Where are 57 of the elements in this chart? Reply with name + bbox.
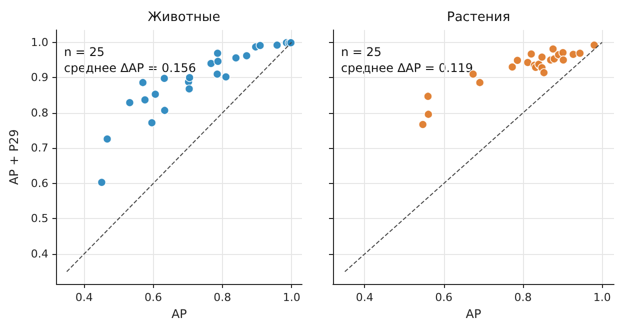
x-tick-label: 0.6	[435, 291, 453, 304]
point	[538, 52, 546, 62]
point	[558, 56, 568, 64]
y-tick-label: 0.9	[30, 71, 48, 84]
x-axis-title: AP	[466, 307, 482, 321]
point	[424, 92, 432, 101]
point	[256, 41, 265, 50]
point	[150, 90, 160, 99]
point	[222, 72, 230, 82]
x-tick-label: 1.0	[593, 291, 611, 304]
point	[548, 44, 558, 54]
point	[508, 62, 517, 72]
point	[147, 118, 156, 128]
point	[272, 40, 282, 50]
point	[475, 78, 484, 87]
point	[184, 84, 194, 94]
point	[185, 73, 194, 82]
chart-title: Растения	[446, 10, 510, 25]
point	[513, 56, 522, 65]
point	[590, 40, 599, 50]
point	[526, 50, 536, 58]
point	[523, 58, 532, 67]
y-tick-label: 1.0	[30, 36, 48, 49]
point	[97, 178, 106, 187]
x-axis-title: AP	[171, 307, 187, 321]
point	[160, 106, 170, 115]
point	[214, 57, 222, 66]
x-tick-label: 0.4	[75, 291, 93, 304]
y-tick-label: 0.8	[30, 106, 48, 120]
y-tick-label: 0.7	[30, 142, 48, 155]
point	[558, 48, 568, 57]
point	[213, 48, 222, 58]
point	[206, 59, 216, 68]
point	[540, 68, 548, 78]
y-tick-label: 0.5	[30, 212, 48, 226]
x-tick-label: 0.6	[144, 291, 162, 304]
y-tick-label: 0.4	[30, 248, 48, 261]
point	[125, 98, 134, 108]
point	[160, 74, 169, 83]
point	[140, 95, 150, 104]
x-tick-label: 1.0	[282, 291, 300, 304]
point	[418, 120, 428, 129]
point	[212, 70, 222, 78]
annotation: n = 25	[64, 45, 105, 59]
chart-title: Животные	[148, 10, 220, 25]
y-axis-title: AP + P29	[7, 129, 21, 185]
annotation: n = 25	[341, 45, 382, 59]
point	[232, 53, 240, 62]
x-tick-label: 0.8	[214, 291, 232, 304]
y-tick-label: 0.6	[30, 176, 48, 190]
x-tick-label: 0.8	[514, 291, 532, 304]
x-tick-label: 0.4	[356, 291, 374, 304]
point	[424, 110, 433, 119]
point	[102, 134, 112, 144]
point	[576, 48, 584, 58]
point	[138, 78, 148, 87]
point	[242, 51, 252, 60]
